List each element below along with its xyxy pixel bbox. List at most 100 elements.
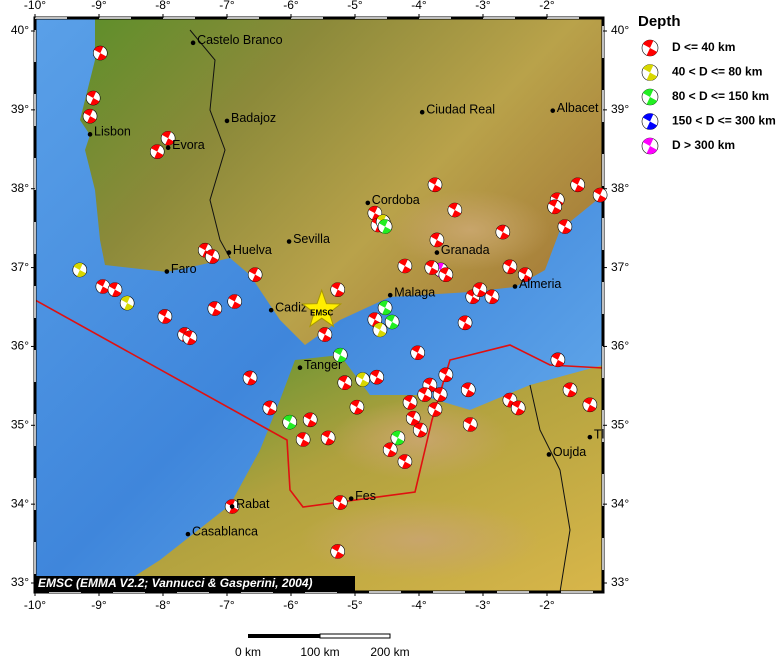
x-tick-label: -10° (24, 598, 46, 612)
city-dot (268, 307, 274, 313)
x-tick-label: -2° (539, 598, 555, 612)
x-tick-label: -3° (475, 0, 491, 12)
city-label: Sevilla (293, 232, 330, 246)
earthquake (547, 199, 562, 215)
scale-label: 200 km (370, 645, 409, 657)
x-tick-label: -6° (283, 598, 299, 612)
city-dot (165, 145, 171, 151)
earthquake (457, 315, 473, 331)
beachball-quadrants (87, 91, 100, 106)
city-label: Evora (172, 138, 205, 152)
city-dot (226, 250, 232, 255)
beachball-quadrants (297, 432, 310, 447)
beachball-quadrants (391, 430, 405, 445)
x-tick-label: -10° (24, 0, 46, 12)
city-label: Tanger (304, 358, 342, 372)
scale-segment (319, 633, 391, 639)
beachball-quadrants (183, 330, 197, 345)
beachball-quadrants (108, 282, 122, 297)
city-dot (185, 531, 191, 537)
beachball-quadrants (548, 199, 561, 214)
basemap (35, 18, 603, 592)
scale-segment (248, 634, 320, 638)
scale-label: 0 km (235, 645, 261, 657)
city-label: Oujda (553, 445, 586, 459)
beachball-quadrants (496, 225, 509, 240)
scale-bar: 0 km 100 km 200 km (235, 633, 410, 657)
earthquake (349, 399, 365, 415)
earthquake (502, 259, 518, 275)
city-label: Almeria (519, 277, 561, 291)
beachball-quadrants (321, 430, 335, 445)
beachball-quadrants (334, 495, 347, 510)
beachball-quadrants (583, 397, 597, 412)
earthquake (570, 177, 586, 193)
earthquake (320, 430, 336, 446)
y-tick-label: 33° (611, 575, 629, 589)
earthquake (417, 387, 433, 402)
earthquake (427, 402, 443, 417)
beachball-quadrants (430, 232, 444, 247)
beachball-quadrants (338, 375, 351, 390)
earthquake (397, 454, 413, 469)
earthquake (432, 387, 448, 402)
earthquake (332, 347, 348, 363)
border (189, 29, 231, 259)
earthquake (182, 330, 198, 346)
earthquake (107, 282, 123, 297)
y-tick-label: 37° (611, 260, 629, 274)
beachball-quadrants (642, 89, 658, 105)
earthquake (447, 202, 463, 218)
city-dot (550, 108, 556, 113)
earthquake (427, 177, 443, 193)
x-tick-label: -7° (219, 0, 235, 12)
legend-label: 80 < D <= 150 km (672, 89, 769, 103)
earthquake (405, 410, 421, 426)
city-dot (587, 434, 593, 440)
city-dot (87, 132, 93, 137)
city-label: Malaga (394, 285, 435, 299)
beachball-quadrants (423, 378, 437, 393)
y-tick-label: 40° (611, 23, 629, 37)
beachball-quadrants (378, 300, 392, 315)
relief (300, 500, 540, 580)
y-tick-label: 34° (611, 496, 629, 510)
beachball-quadrants (384, 442, 397, 457)
x-tick-label: -5° (347, 0, 363, 12)
legend-label: D <= 40 km (672, 40, 735, 54)
y-tick-label: 36° (11, 339, 29, 353)
city-label: Ciudad Real (426, 103, 495, 117)
earthquake (160, 130, 176, 146)
beachball-quadrants (642, 113, 658, 130)
x-tick-label: -7° (219, 598, 235, 612)
beachball-quadrants (398, 259, 412, 274)
earthquake (119, 295, 135, 311)
beachball-quadrants (398, 454, 412, 469)
earthquake (410, 345, 426, 361)
beachball-quadrants (158, 309, 172, 324)
beachball-quadrants (464, 417, 477, 432)
earthquake (377, 300, 393, 316)
city-dot (348, 496, 354, 501)
city-dot (434, 250, 440, 255)
earthquake (377, 219, 393, 234)
earthquake (72, 262, 88, 278)
beachball-quadrants (448, 203, 461, 218)
y-tick-label: 36° (611, 339, 629, 353)
beachball-quadrants (428, 402, 442, 417)
y-tick-label: 39° (11, 102, 29, 116)
earthquake (262, 400, 278, 416)
earthquake (82, 108, 98, 124)
beachball-quadrants (485, 289, 499, 304)
city-dot (286, 239, 292, 244)
city-label: Badajoz (231, 111, 276, 125)
beachball-quadrants (411, 345, 424, 360)
x-tick-label: -9° (91, 0, 107, 12)
beachball-quadrants (283, 415, 296, 430)
legend-label: 150 < D <= 300 km (672, 114, 776, 128)
earthquake (402, 395, 418, 410)
city-label: Huelva (233, 243, 272, 257)
beachball-quadrants (571, 177, 584, 192)
city-dot (512, 284, 518, 289)
beachball-quadrants (519, 267, 532, 282)
